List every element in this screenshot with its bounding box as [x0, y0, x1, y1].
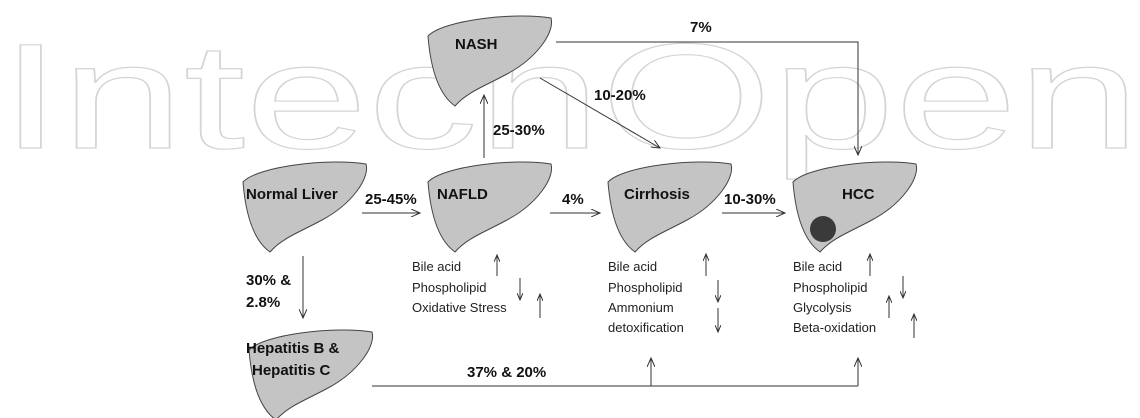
edge-label: 10-30%: [724, 191, 776, 208]
metabolite: Phospholipid: [793, 280, 867, 295]
node-label: Normal Liver: [246, 186, 338, 203]
edge-label: 7%: [690, 19, 712, 36]
node-label: Cirrhosis: [624, 186, 690, 203]
diagram: IntechOpen NASH Normal Liver NAFLD Cirrh…: [0, 0, 1140, 418]
metabolite: Phospholipid: [412, 280, 486, 295]
metabolite: Bile acid: [412, 259, 461, 274]
metabolite: Ammonium: [608, 300, 674, 315]
metabolite: Bile acid: [793, 259, 842, 274]
metabolite: Glycolysis: [793, 300, 852, 315]
edge-label: 25-30%: [493, 122, 545, 139]
node-label: NAFLD: [437, 186, 488, 203]
node-label: Hepatitis C: [252, 362, 331, 379]
edge-label: 37% & 20%: [467, 364, 546, 381]
edge-label: 4%: [562, 191, 584, 208]
metabolite: detoxification: [608, 320, 684, 335]
edge-label: 10-20%: [594, 87, 646, 104]
metabolite: Phospholipid: [608, 280, 682, 295]
node-label: NASH: [455, 36, 498, 53]
liver-nafld: [428, 162, 552, 252]
metabolite: Beta-oxidation: [793, 320, 876, 335]
edge-label: 30% &: [246, 272, 291, 289]
tumor: [810, 216, 836, 242]
metabolite: Bile acid: [608, 259, 657, 274]
metabolite: Oxidative Stress: [412, 300, 507, 315]
liver-cirrhosis: [608, 162, 732, 252]
liver-hcc: [793, 162, 917, 252]
node-label: HCC: [842, 186, 875, 203]
edge-label: 2.8%: [246, 294, 280, 311]
liver-normal: [243, 162, 367, 252]
node-label: Hepatitis B &: [246, 340, 340, 357]
edge-label: 25-45%: [365, 191, 417, 208]
